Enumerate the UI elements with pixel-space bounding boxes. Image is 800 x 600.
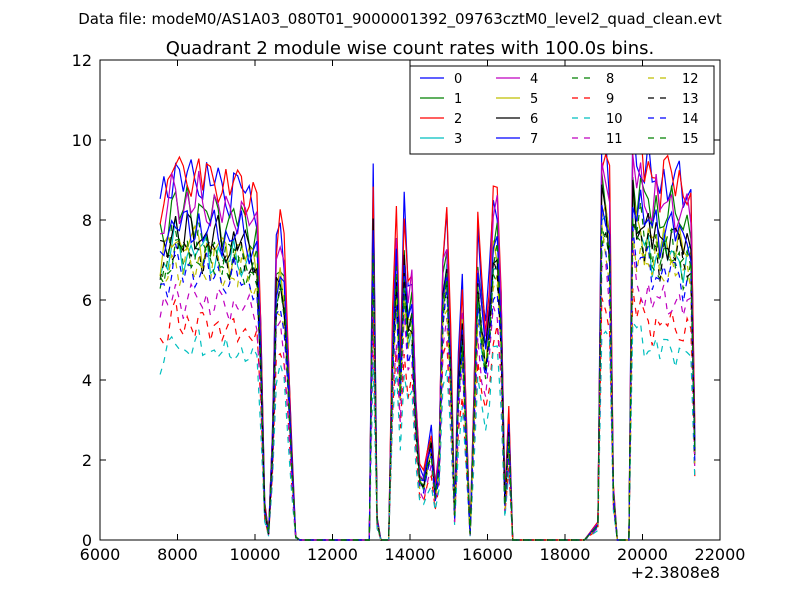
legend-label-9: 9: [606, 92, 614, 107]
legend-label-8: 8: [606, 72, 614, 87]
legend-label-0: 0: [454, 72, 462, 87]
x-tick-label: 6000: [80, 545, 121, 564]
legend-label-13: 13: [682, 92, 699, 107]
legend-label-1: 1: [454, 92, 462, 107]
x-tick-label: 8000: [157, 545, 198, 564]
legend-label-3: 3: [454, 132, 462, 147]
legend-label-11: 11: [606, 132, 623, 147]
series-line-11: [159, 244, 696, 541]
legend-label-5: 5: [530, 92, 538, 107]
x-tick-label: 16000: [462, 545, 513, 564]
legend-label-7: 7: [530, 132, 538, 147]
legend-box: [409, 65, 715, 155]
y-tick-label: 2: [82, 451, 92, 470]
y-tick-label: 0: [82, 531, 92, 550]
x-tick-label: 12000: [307, 545, 358, 564]
series-line-15: [159, 201, 696, 541]
legend-label-10: 10: [606, 112, 623, 127]
legend-label-15: 15: [682, 132, 699, 147]
y-tick-label: 4: [82, 371, 92, 390]
x-tick-label: 22000: [695, 545, 746, 564]
y-tick-label: 10: [72, 131, 92, 150]
legend-label-2: 2: [454, 112, 462, 127]
x-offset-label: +2.3808e8: [631, 563, 720, 582]
legend-label-14: 14: [682, 112, 699, 127]
x-tick-label: 10000: [230, 545, 281, 564]
x-tick-label: 14000: [385, 545, 436, 564]
x-tick-label: 20000: [617, 545, 668, 564]
chart-title: Quadrant 2 module wise count rates with …: [166, 38, 655, 59]
series-line-12: [159, 224, 696, 541]
tick-layer: 6000 8000 10000 12000 14000 16000 18000 20000 22…: [72, 51, 746, 564]
chart-suptitle: Data file: modeM0/AS1A03_080T01_90000013…: [78, 10, 722, 29]
legend-label-12: 12: [682, 72, 699, 87]
legend-label-4: 4: [530, 72, 538, 87]
legend-label-6: 6: [530, 112, 538, 127]
series-layer: [159, 115, 696, 541]
y-tick-label: 8: [82, 211, 92, 230]
y-tick-label: 12: [72, 51, 92, 70]
y-tick-label: 6: [82, 291, 92, 310]
x-tick-label: 18000: [540, 545, 591, 564]
